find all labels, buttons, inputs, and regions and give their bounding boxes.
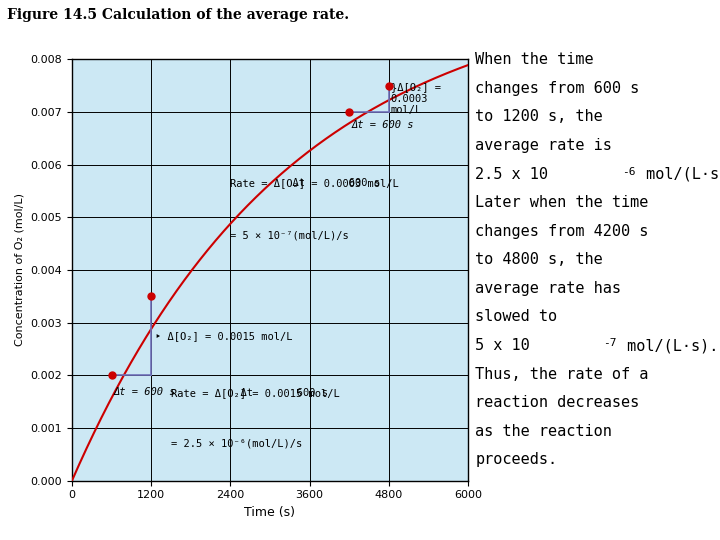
Text: Thus, the rate of a: Thus, the rate of a <box>475 367 649 382</box>
Text: reaction decreases: reaction decreases <box>475 395 639 410</box>
Text: = 5 × 10⁻⁷(mol/L)/s: = 5 × 10⁻⁷(mol/L)/s <box>230 231 349 240</box>
Text: average rate has: average rate has <box>475 281 621 296</box>
Text: }Δ[O₂] =
0.0003
mol/L: }Δ[O₂] = 0.0003 mol/L <box>391 82 441 116</box>
Text: mol/(L·s).: mol/(L·s). <box>636 166 720 181</box>
Text: as the reaction: as the reaction <box>475 424 612 439</box>
Text: Figure 14.5 Calculation of the average rate.: Figure 14.5 Calculation of the average r… <box>7 8 349 22</box>
Text: Δt = 600 s: Δt = 600 s <box>351 120 414 130</box>
Text: to 4800 s, the: to 4800 s, the <box>475 252 603 267</box>
Text: proceeds.: proceeds. <box>475 453 557 467</box>
Text: -6: -6 <box>623 166 636 177</box>
Text: Later when the time: Later when the time <box>475 195 649 210</box>
Text: = 2.5 × 10⁻⁶(mol/L)/s: = 2.5 × 10⁻⁶(mol/L)/s <box>171 438 302 449</box>
Text: average rate is: average rate is <box>475 138 612 153</box>
Text: to 1200 s, the: to 1200 s, the <box>475 110 603 124</box>
Text: slowed to: slowed to <box>475 309 557 325</box>
Text: -7: -7 <box>603 338 617 348</box>
Text: Rate = Δ[O₂] = 0.0003 mol/L: Rate = Δ[O₂] = 0.0003 mol/L <box>230 178 399 188</box>
X-axis label: Time (s): Time (s) <box>245 506 295 519</box>
Text: 5 x 10: 5 x 10 <box>475 338 530 353</box>
Text: changes from 600 s: changes from 600 s <box>475 81 639 96</box>
Text: mol/(L·s).: mol/(L·s). <box>618 338 718 353</box>
Text: changes from 4200 s: changes from 4200 s <box>475 224 649 239</box>
Y-axis label: Concentration of O₂ (mol/L): Concentration of O₂ (mol/L) <box>15 193 25 347</box>
Text: ‣ Δ[O₂] = 0.0015 mol/L: ‣ Δ[O₂] = 0.0015 mol/L <box>156 331 292 341</box>
Text: Rate = Δ[O₂] = 0.0015 mol/L: Rate = Δ[O₂] = 0.0015 mol/L <box>171 388 340 399</box>
Text: Δt = 600 s: Δt = 600 s <box>114 387 176 397</box>
Text: Δt       600 s: Δt 600 s <box>179 388 328 399</box>
Text: When the time: When the time <box>475 52 594 68</box>
Text: 2.5 x 10: 2.5 x 10 <box>475 166 548 181</box>
Text: Δt       600 s: Δt 600 s <box>230 178 380 188</box>
